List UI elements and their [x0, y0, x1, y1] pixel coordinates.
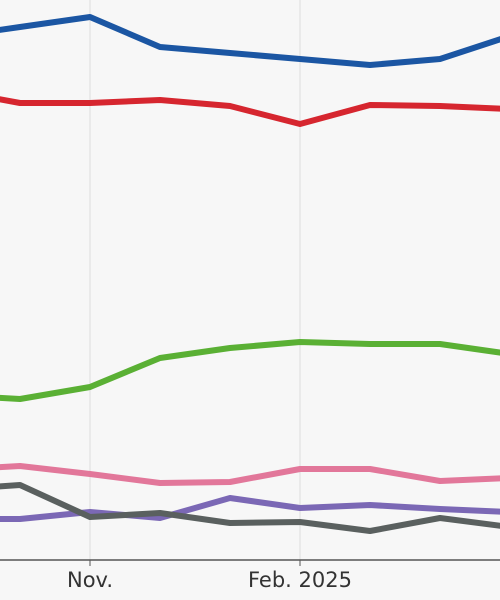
- series-line: [0, 339, 500, 402]
- x-tick-label: Feb. 2025: [248, 568, 352, 592]
- series-line: [0, 495, 500, 522]
- series-line: [0, 14, 500, 68]
- series-line: [0, 463, 500, 486]
- series-line: [0, 96, 500, 127]
- x-tick-label: Nov.: [67, 568, 113, 592]
- series-line: [0, 482, 500, 534]
